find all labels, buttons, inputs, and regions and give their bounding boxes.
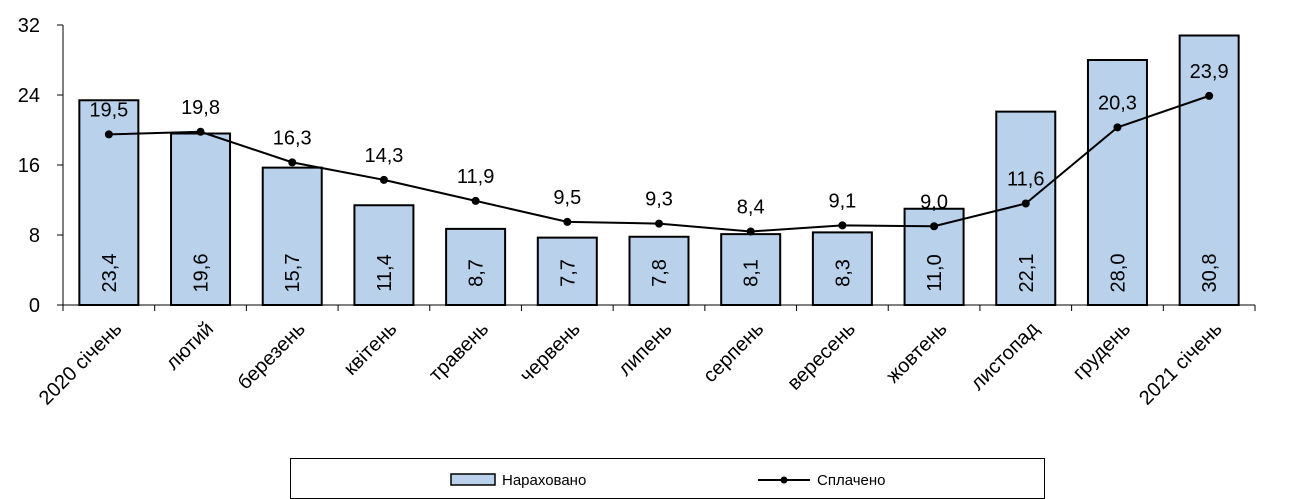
bar-value-label: 22,1 xyxy=(1016,254,1038,293)
bar-value-label: 28,0 xyxy=(1107,254,1129,293)
x-axis: 2020 січень лютий березень квітень травень че… xyxy=(35,304,1256,410)
x-tick-label: березень xyxy=(234,318,310,394)
y-tick-label: 0 xyxy=(29,295,40,317)
legend-line-label: Сплачено xyxy=(817,472,886,489)
line-point xyxy=(746,227,755,236)
line-point xyxy=(104,130,113,139)
x-tick-label: серпень xyxy=(699,318,768,387)
line-value-label: 9,3 xyxy=(645,189,673,211)
x-tick-label: жовтень xyxy=(882,318,951,387)
line-value-label: 14,3 xyxy=(364,145,403,167)
line-point xyxy=(379,175,388,184)
x-tick-label: лютий xyxy=(162,318,218,374)
bar-value-label: 8,3 xyxy=(832,259,854,287)
x-tick-label: квітень xyxy=(340,318,402,380)
x-tick-label: листопад xyxy=(967,318,1044,395)
x-tick-label: вересень xyxy=(783,318,860,395)
line-point xyxy=(288,158,297,167)
x-tick-label: липень xyxy=(614,318,676,380)
line-value-label: 19,5 xyxy=(89,99,128,121)
legend-bar-swatch xyxy=(450,473,496,486)
bar xyxy=(445,227,507,306)
line-value-label: 19,8 xyxy=(181,97,220,119)
bar-value-label: 7,7 xyxy=(557,259,579,287)
bar xyxy=(1178,34,1240,306)
bar-value-label: 23,4 xyxy=(99,254,121,293)
bar xyxy=(261,166,323,306)
line-value-label: 9,1 xyxy=(828,190,856,212)
line-point xyxy=(1113,123,1122,132)
line-value-label: 9,5 xyxy=(553,187,581,209)
line-point xyxy=(838,221,847,230)
bars-series xyxy=(78,34,1240,306)
line-value-label: 23,9 xyxy=(1190,61,1229,83)
bar xyxy=(628,235,690,306)
line-value-label: 11,6 xyxy=(1007,169,1044,191)
bar-value-label: 30,8 xyxy=(1199,254,1221,293)
legend: Нараховано Сплачено xyxy=(290,458,1045,499)
line-value-label: 8,4 xyxy=(737,197,765,219)
x-tick-label: 2021 січень xyxy=(1135,318,1227,410)
bar xyxy=(353,204,415,306)
bar xyxy=(170,132,232,306)
bar xyxy=(536,236,598,306)
line-value-label: 9,0 xyxy=(920,191,948,213)
y-tick-label: 24 xyxy=(18,85,40,107)
line-point xyxy=(930,222,939,231)
y-tick-label: 8 xyxy=(29,225,40,247)
x-tick-label: травень xyxy=(425,318,493,386)
bar-value-label: 11,0 xyxy=(924,254,946,291)
bar-value-label: 11,4 xyxy=(374,254,396,291)
line-point xyxy=(1205,91,1214,100)
line-labels: 19,5 19,8 16,3 14,3 11,9 9,5 9,3 8,4 9,1 9,0 11,6 2… xyxy=(89,61,1228,219)
line-point xyxy=(471,196,480,205)
bar xyxy=(811,231,873,306)
legend-bar-label: Нараховано xyxy=(502,472,586,489)
line-series xyxy=(104,91,1214,236)
line-point xyxy=(196,127,205,136)
legend-line-marker xyxy=(780,476,788,484)
bar xyxy=(720,233,782,306)
line-point xyxy=(655,219,663,228)
legend-frame xyxy=(290,458,1045,499)
bar-value-label: 15,7 xyxy=(282,254,304,293)
bar-value-label: 8,1 xyxy=(741,259,763,287)
bar xyxy=(1086,59,1148,306)
x-tick-label: червень xyxy=(516,318,585,387)
line-point xyxy=(563,217,572,226)
line-value-label: 11,9 xyxy=(457,166,494,188)
line-value-label: 16,3 xyxy=(273,127,312,149)
y-tick-label: 16 xyxy=(18,155,40,177)
bar-value-label: 8,7 xyxy=(466,259,488,287)
line-point xyxy=(1021,199,1030,208)
x-tick-label: грудень xyxy=(1069,318,1135,384)
x-tick-label: 2020 січень xyxy=(35,318,127,410)
y-axis: 0 8 16 24 32 xyxy=(18,15,64,317)
bar-value-label: 7,8 xyxy=(649,259,671,287)
line-value-label: 20,3 xyxy=(1098,92,1137,114)
bar-labels: 23,4 19,6 15,7 11,4 8,7 7,7 7,8 8,1 8,3 11,0 22,1 2… xyxy=(99,254,1221,293)
bar-value-label: 19,6 xyxy=(191,254,213,293)
y-tick-label: 32 xyxy=(18,15,40,37)
